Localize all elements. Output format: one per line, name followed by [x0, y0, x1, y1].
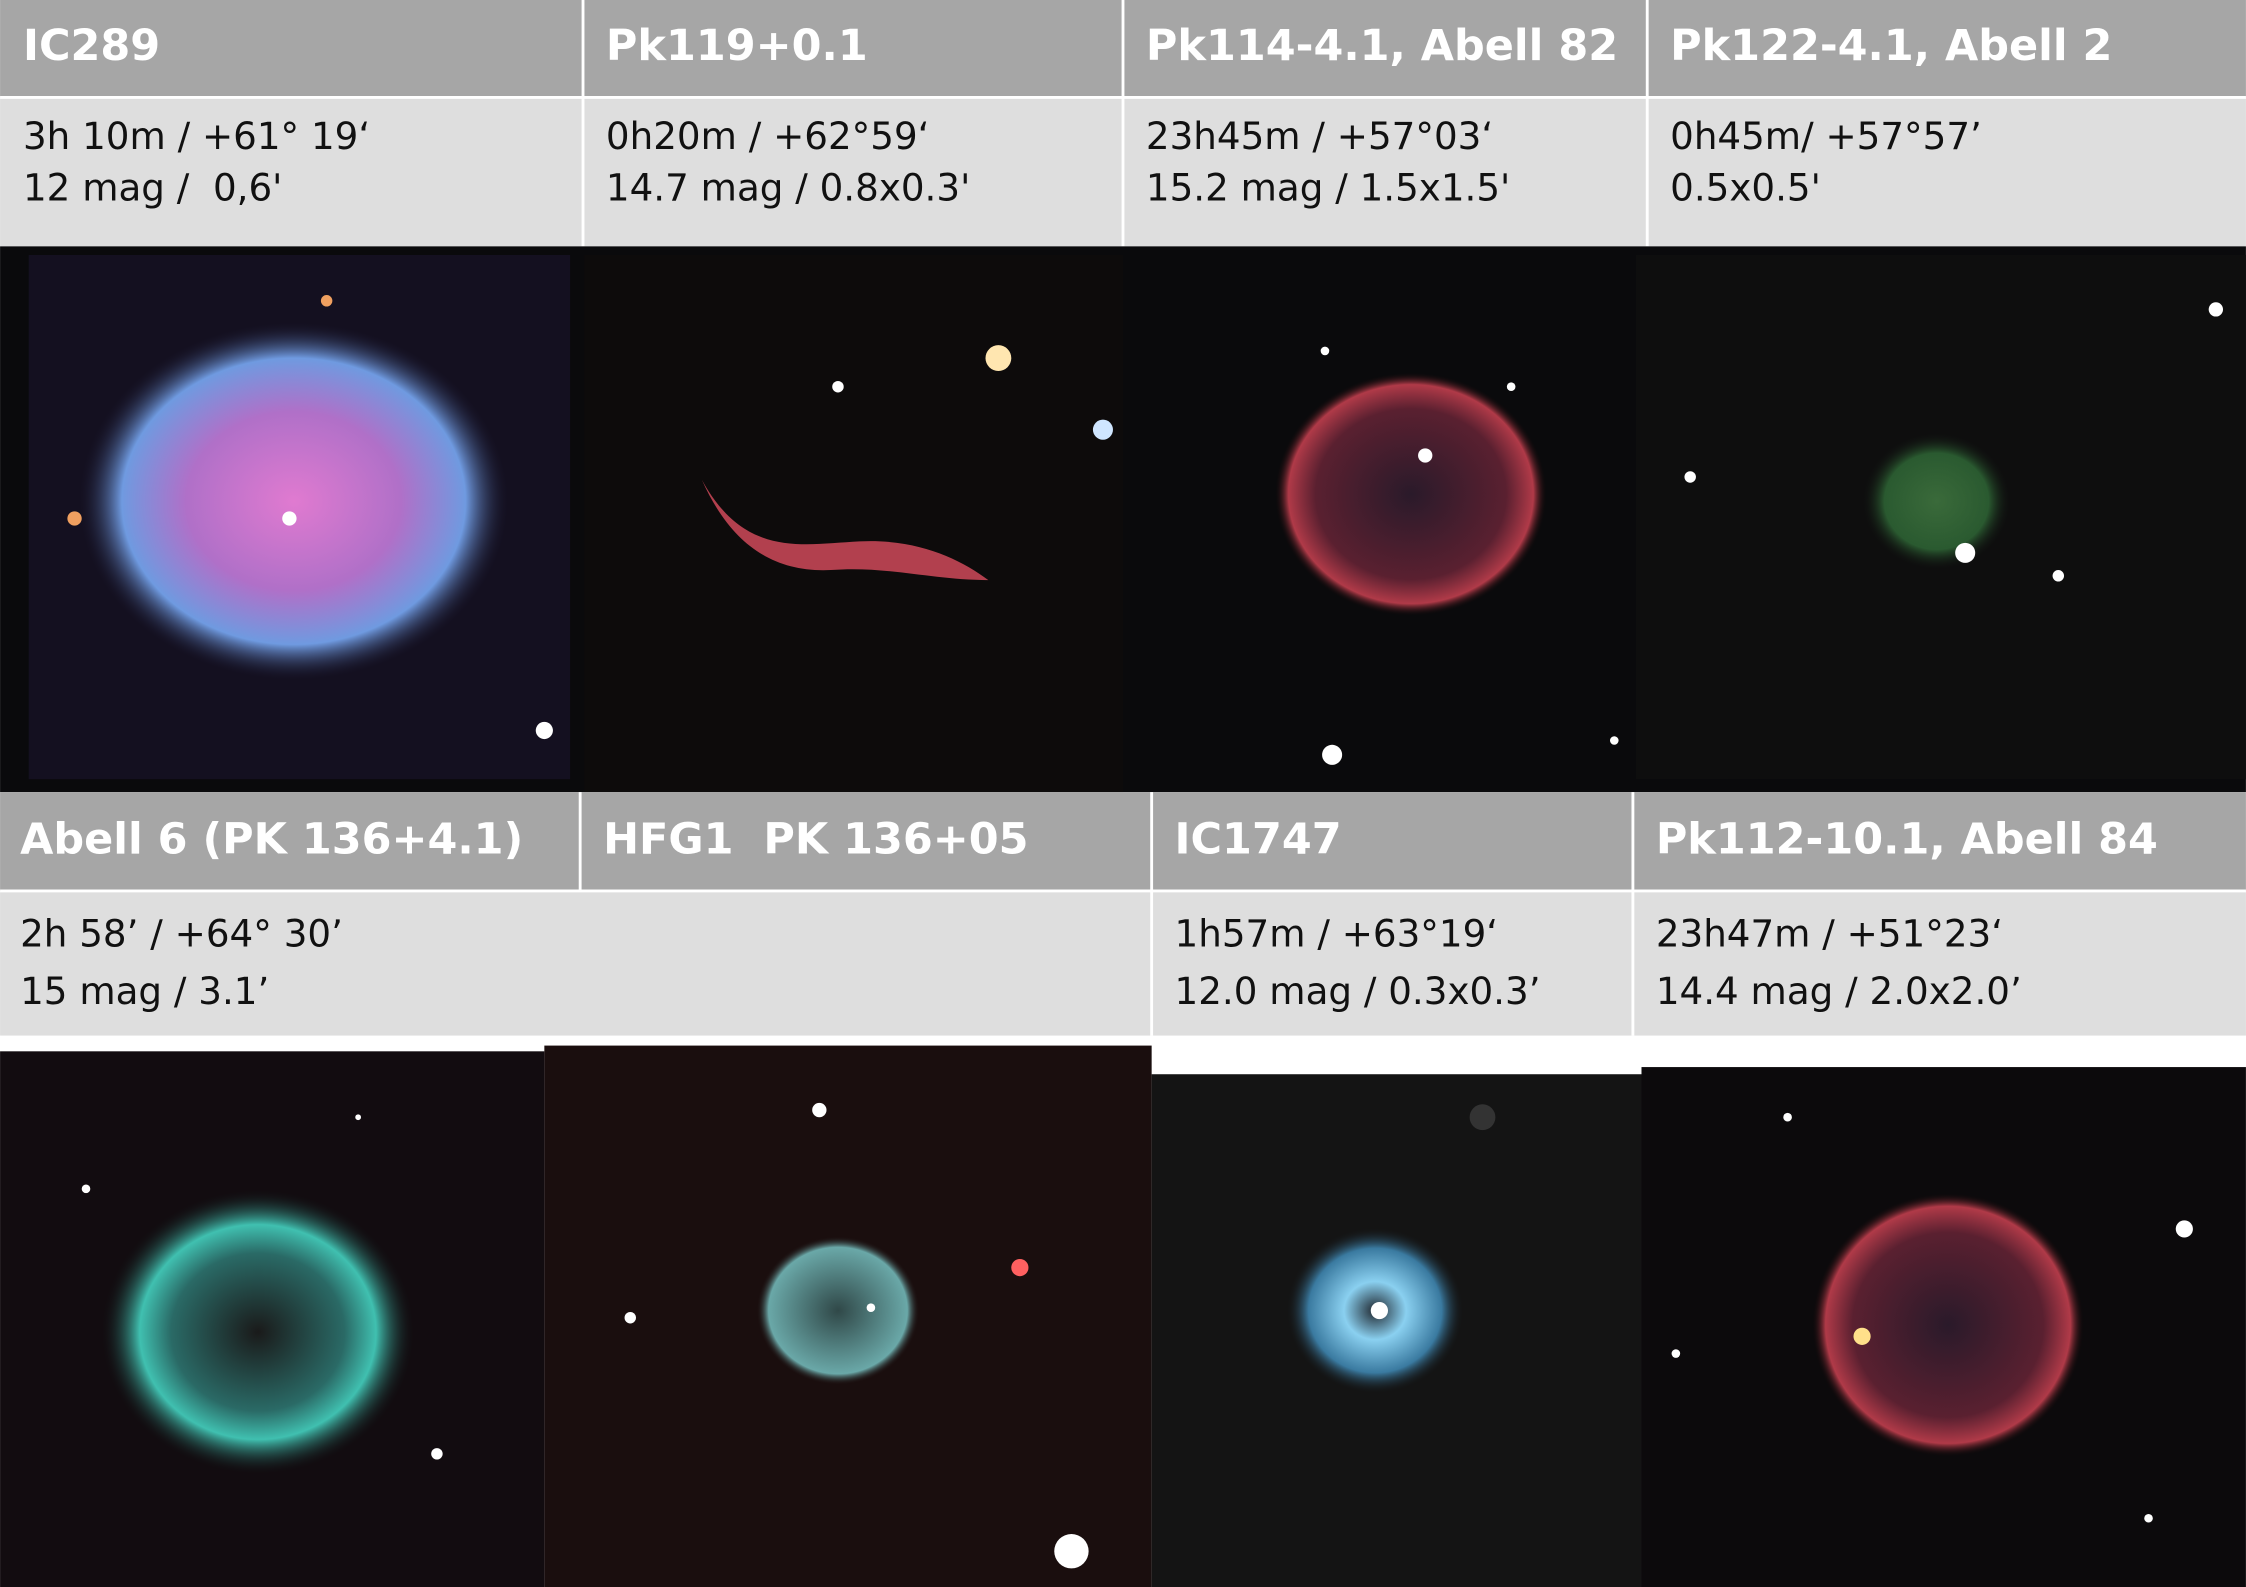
- star: [2053, 570, 2064, 581]
- photo-abell82: [1129, 255, 1633, 779]
- star: [431, 1448, 442, 1459]
- object-title: IC289: [23, 21, 160, 71]
- star: [2144, 1514, 2153, 1523]
- star: [625, 1312, 636, 1323]
- star: [812, 1103, 826, 1117]
- photo-bg: [584, 255, 1123, 792]
- star: [832, 381, 843, 392]
- page: html, body { margin: 0; padding: 0; back…: [0, 0, 2246, 1587]
- star: [1684, 471, 1695, 482]
- body: {"top_row": [ {"title": "IC289", "lines"…: [0, 0, 2246, 1587]
- star: [282, 511, 296, 525]
- star: [1054, 1534, 1088, 1568]
- coordinates: 3h 10m / +61° 19‘: [23, 114, 370, 158]
- photo-ic1747: [1152, 1074, 1642, 1587]
- object-title: Pk112-10.1, Abell 84: [1656, 815, 2158, 865]
- object-title: Pk119+0.1: [606, 21, 868, 71]
- object-title: Pk114-4.1, Abell 82: [1146, 21, 1618, 71]
- star: [2176, 1220, 2193, 1237]
- star: [1610, 736, 1619, 745]
- photo-pk119: [584, 255, 1123, 792]
- magnitude-size: 14.4 mag / 2.0x2.0’: [1656, 969, 2022, 1013]
- star: [867, 1303, 876, 1312]
- star: [1470, 1104, 1496, 1130]
- star: [1371, 1302, 1388, 1319]
- star: [82, 1185, 91, 1194]
- slide: IC289 Pk119+0.1 Pk114-4.1, Abell 82 Pk12…: [0, 0, 2246, 1587]
- object-title: Pk122-4.1, Abell 2: [1670, 21, 2112, 71]
- magnitude-size: 12.0 mag / 0.3x0.3’: [1175, 969, 1541, 1013]
- star: [1783, 1113, 1792, 1122]
- star: [321, 295, 332, 306]
- coordinates: 2h 58’ / +64° 30’: [20, 912, 343, 956]
- photo-abell6: [0, 1051, 544, 1587]
- photo-hfg1: [544, 1046, 1151, 1587]
- object-title: HFG1 PK 136+05: [603, 815, 1028, 865]
- star: [1011, 1259, 1028, 1276]
- magnitude-size: 14.7 mag / 0.8x0.3': [606, 166, 970, 210]
- coordinates: 23h45m / +57°03‘: [1146, 114, 1493, 158]
- nebula: [79, 322, 509, 680]
- coordinates: 0h20m / +62°59‘: [606, 114, 930, 158]
- nebula: [1275, 372, 1547, 615]
- photo-ic289: [29, 255, 570, 779]
- star: [67, 511, 81, 525]
- nebula: [1812, 1193, 2084, 1457]
- star: [355, 1114, 361, 1120]
- magnitude-size: 0.5x0.5': [1670, 166, 1821, 210]
- coordinates: 1h57m / +63°19‘: [1175, 912, 1499, 956]
- object-title: Abell 6 (PK 136+4.1): [20, 815, 523, 865]
- star: [1321, 347, 1330, 356]
- star: [1322, 745, 1342, 765]
- magnitude-size: 12 mag / 0,6': [23, 166, 282, 210]
- star: [1955, 543, 1975, 563]
- photo-abell84: [1641, 1067, 2245, 1587]
- star: [1853, 1328, 1870, 1345]
- star: [985, 345, 1011, 371]
- nebula: [756, 1236, 919, 1385]
- star: [1507, 382, 1516, 391]
- photo-abell2: [1636, 255, 2246, 779]
- star: [2209, 302, 2223, 316]
- object-title: IC1747: [1175, 815, 1342, 865]
- magnitude-size: 15 mag / 3.1’: [20, 969, 269, 1013]
- magnitude-size: 15.2 mag / 1.5x1.5': [1146, 166, 1510, 210]
- star: [1418, 448, 1432, 462]
- nebula: [1862, 433, 2011, 571]
- star: [1672, 1349, 1681, 1358]
- star: [536, 722, 553, 739]
- nebula: [100, 1189, 415, 1475]
- star: [1093, 420, 1113, 440]
- coordinates: 0h45m/ +57°57’: [1670, 114, 1982, 158]
- coordinates: 23h47m / +51°23‘: [1656, 912, 2003, 956]
